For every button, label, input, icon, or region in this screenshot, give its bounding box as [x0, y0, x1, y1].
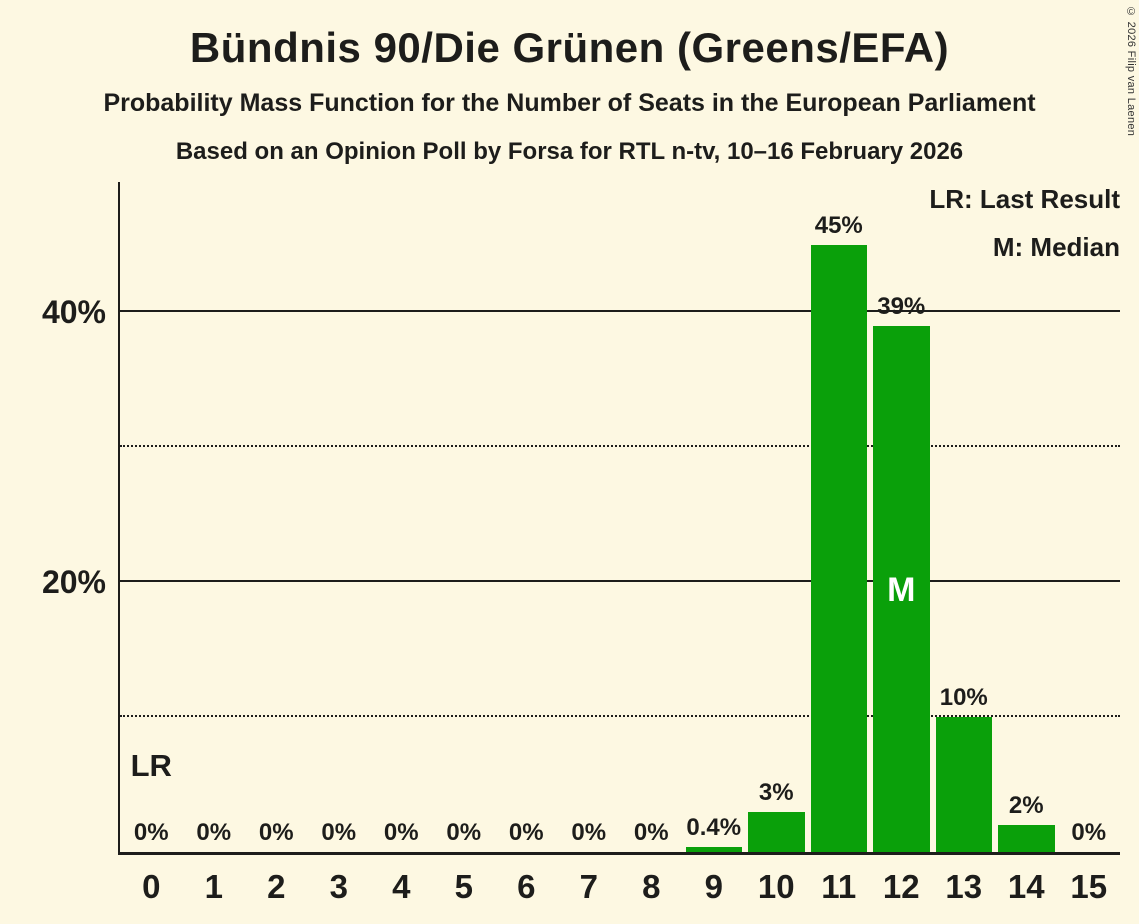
- chart-subtitle: Probability Mass Function for the Number…: [103, 89, 1036, 117]
- bar-seat-9: [685, 846, 742, 852]
- x-axis-tick-7: 7: [579, 868, 598, 905]
- legend-last-result: LR: Last Result: [929, 184, 1120, 214]
- x-axis-tick-13: 13: [945, 868, 983, 905]
- plot-area: 0% 0% 0% 0% 0% 0% 0% 0% 0% 0.4% 3% 45% 39% 10% 2% 0% M LR: [118, 182, 1120, 855]
- gridline-solid-40pct: [120, 310, 1120, 312]
- legend: LR: Last Result M: Median: [929, 185, 1120, 281]
- bar-value-label-seat-13: 10%: [939, 684, 988, 711]
- bar-seat-14: [998, 825, 1055, 852]
- bar-value-label-seat-12: 39%: [877, 292, 926, 320]
- bar-seat-11: [810, 244, 867, 852]
- bar-seat-13: [935, 717, 992, 852]
- copyright-notice: © 2026 Filip van Laenen: [1125, 6, 1137, 137]
- bar-value-label-seat-2: 0%: [258, 819, 294, 846]
- bar-value-label-seat-0: 0%: [133, 819, 169, 846]
- x-axis-tick-10: 10: [757, 868, 795, 905]
- bar-value-label-seat-15: 0%: [1071, 819, 1107, 846]
- x-axis-tick-5: 5: [454, 868, 473, 905]
- x-axis-tick-2: 2: [267, 868, 286, 905]
- bar-seat-12: [873, 325, 930, 852]
- x-axis-tick-0: 0: [142, 868, 161, 905]
- x-axis-tick-8: 8: [642, 868, 661, 905]
- bar-value-label-seat-9: 0.4%: [686, 813, 742, 841]
- bar-value-label-seat-10: 3%: [758, 778, 794, 806]
- y-axis-label-40pct: 40%: [41, 294, 106, 330]
- bar-value-label-seat-14: 2%: [1008, 792, 1044, 819]
- x-axis-tick-1: 1: [204, 868, 223, 905]
- gridline-dotted-30pct: [120, 445, 1120, 447]
- x-axis-tick-14: 14: [1007, 868, 1045, 905]
- x-axis-tick-15: 15: [1070, 868, 1108, 905]
- y-axis-label-20pct: 20%: [41, 564, 106, 600]
- legend-median: M: Median: [992, 232, 1120, 262]
- x-axis-tick-11: 11: [821, 868, 857, 905]
- bar-value-label-seat-8: 0%: [633, 819, 669, 846]
- x-axis-tick-12: 12: [882, 868, 920, 905]
- bar-seat-10: [748, 811, 805, 852]
- bar-value-label-seat-5: 0%: [446, 819, 482, 846]
- chart-title: Bündnis 90/Die Grünen (Greens/EFA): [189, 24, 950, 71]
- x-axis-tick-3: 3: [329, 868, 348, 905]
- bar-value-label-seat-4: 0%: [383, 819, 419, 846]
- x-axis-tick-9: 9: [704, 868, 723, 905]
- chart-poll-source: Based on an Opinion Poll by Forsa for RT…: [175, 138, 964, 165]
- bar-value-label-seat-3: 0%: [321, 819, 357, 846]
- bar-value-label-seat-7: 0%: [571, 819, 607, 846]
- last-result-marker: LR: [130, 748, 172, 783]
- median-marker: M: [887, 571, 916, 609]
- x-axis-tick-4: 4: [392, 868, 411, 905]
- gridline-dotted-10pct: [120, 715, 1120, 717]
- x-axis-tick-6: 6: [517, 868, 536, 905]
- bar-value-label-seat-11: 45%: [814, 211, 863, 239]
- y-axis-line: [118, 182, 120, 852]
- bar-value-label-seat-6: 0%: [508, 819, 544, 846]
- x-axis-line: [118, 852, 1120, 855]
- bar-value-label-seat-1: 0%: [196, 819, 232, 846]
- x-axis-labels: 0 1 2 3 4 5 6 7 8 9 10 11 12 13 14 15: [120, 868, 1120, 912]
- gridline-solid-20pct: [120, 580, 1120, 582]
